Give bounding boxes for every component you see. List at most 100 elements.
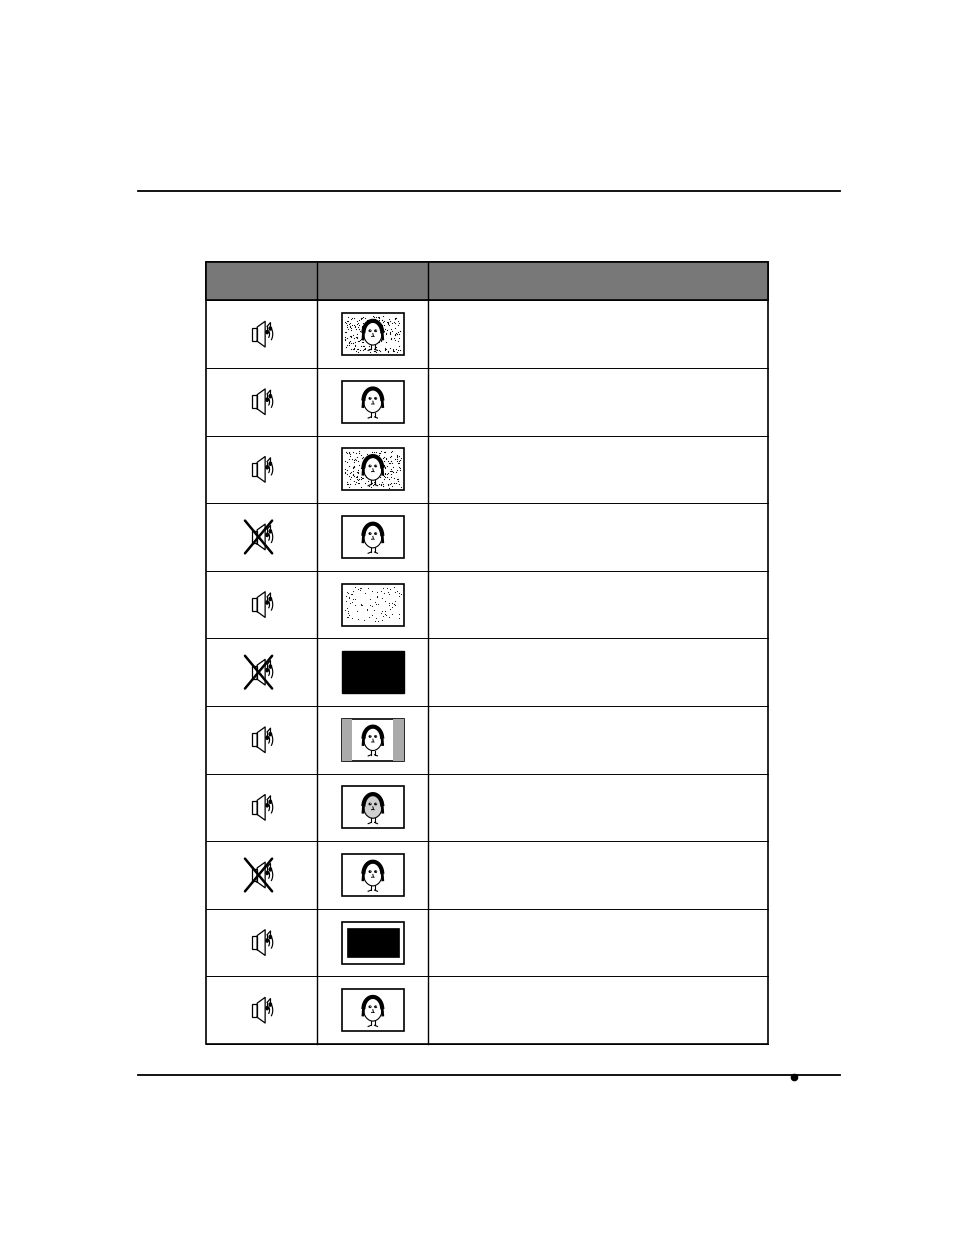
Point: [387, 317, 402, 337]
Point: [381, 309, 396, 329]
Point: [354, 595, 369, 615]
Point: [384, 453, 399, 473]
Point: [366, 472, 381, 492]
Bar: [341, 314, 403, 356]
Bar: [252, 936, 257, 948]
Point: [342, 594, 357, 614]
Point: [365, 306, 380, 326]
Point: [368, 308, 383, 327]
Point: [388, 308, 403, 327]
Point: [361, 606, 376, 626]
Point: [382, 311, 397, 331]
Point: [354, 469, 369, 489]
Point: [373, 321, 388, 341]
Point: [389, 469, 404, 489]
Point: [376, 321, 392, 341]
Point: [383, 467, 398, 487]
Point: [350, 342, 365, 362]
Circle shape: [363, 862, 382, 885]
Circle shape: [269, 935, 272, 939]
Point: [339, 582, 355, 601]
Point: [377, 324, 393, 343]
Point: [382, 322, 397, 342]
Point: [385, 340, 400, 359]
Point: [345, 333, 360, 353]
Point: [356, 610, 372, 630]
Point: [343, 319, 358, 338]
Point: [345, 340, 360, 359]
Point: [374, 610, 389, 630]
Point: [376, 320, 392, 340]
Bar: [252, 598, 257, 611]
Point: [364, 317, 379, 337]
Point: [373, 320, 388, 340]
Circle shape: [269, 394, 272, 398]
Point: [377, 324, 393, 343]
Point: [360, 324, 375, 343]
Point: [358, 461, 374, 480]
Point: [385, 463, 400, 483]
Point: [391, 452, 406, 472]
Circle shape: [269, 598, 272, 600]
Point: [350, 340, 365, 359]
Point: [390, 311, 405, 331]
Point: [343, 327, 358, 347]
Point: [356, 320, 372, 340]
Point: [340, 320, 355, 340]
Point: [366, 454, 381, 474]
Point: [354, 477, 369, 496]
Point: [368, 454, 383, 474]
Bar: [206, 262, 767, 1044]
Point: [348, 595, 363, 615]
Point: [373, 474, 388, 494]
Point: [379, 342, 395, 362]
Point: [338, 322, 354, 342]
Point: [353, 594, 368, 614]
Point: [391, 447, 406, 467]
Point: [344, 450, 359, 469]
Point: [362, 451, 377, 471]
Point: [363, 458, 378, 478]
Point: [355, 314, 370, 333]
Point: [383, 446, 398, 466]
Point: [384, 604, 399, 624]
Circle shape: [269, 1003, 272, 1007]
Bar: [252, 463, 257, 475]
Point: [387, 595, 402, 615]
Point: [374, 475, 389, 495]
Point: [357, 338, 373, 358]
Point: [341, 605, 356, 625]
Point: [369, 587, 384, 606]
Point: [359, 445, 375, 464]
Point: [369, 463, 384, 483]
Point: [338, 472, 354, 492]
Point: [392, 459, 407, 479]
Point: [354, 446, 369, 466]
Point: [365, 320, 380, 340]
Point: [365, 310, 380, 330]
Point: [345, 332, 360, 352]
Point: [382, 322, 397, 342]
Point: [342, 474, 357, 494]
Point: [353, 458, 368, 478]
Point: [376, 442, 392, 462]
Point: [377, 448, 393, 468]
Point: [375, 306, 390, 326]
Point: [342, 331, 357, 351]
Point: [345, 461, 360, 480]
Bar: [252, 734, 257, 746]
Point: [369, 587, 384, 606]
Point: [393, 451, 408, 471]
Point: [346, 457, 361, 477]
Circle shape: [266, 534, 268, 536]
Point: [380, 451, 395, 471]
Ellipse shape: [369, 803, 371, 805]
Point: [378, 605, 394, 625]
Ellipse shape: [375, 464, 376, 467]
Point: [353, 330, 368, 350]
Point: [381, 469, 396, 489]
Point: [375, 442, 391, 462]
Point: [347, 336, 362, 356]
Point: [358, 310, 374, 330]
Circle shape: [266, 1007, 268, 1010]
